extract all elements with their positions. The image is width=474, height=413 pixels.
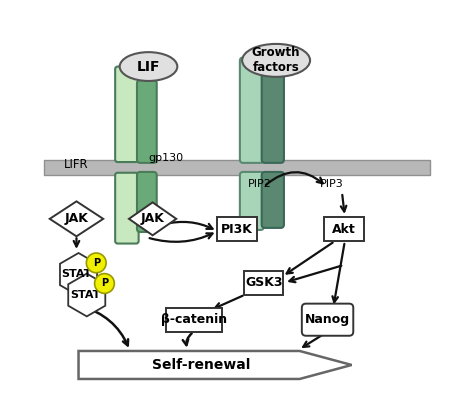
Text: STAT: STAT <box>70 290 100 300</box>
FancyBboxPatch shape <box>218 217 256 241</box>
Text: LIF: LIF <box>137 59 160 74</box>
Text: Growth
factors: Growth factors <box>252 46 301 74</box>
FancyBboxPatch shape <box>44 159 430 175</box>
Circle shape <box>95 273 114 293</box>
FancyBboxPatch shape <box>262 172 284 228</box>
Text: JAK: JAK <box>141 212 164 225</box>
Polygon shape <box>60 253 97 296</box>
FancyBboxPatch shape <box>137 172 157 232</box>
FancyBboxPatch shape <box>166 308 221 332</box>
Polygon shape <box>68 273 105 316</box>
Text: LIFR: LIFR <box>64 158 89 171</box>
FancyBboxPatch shape <box>244 271 283 294</box>
FancyBboxPatch shape <box>115 173 138 244</box>
FancyBboxPatch shape <box>240 57 264 163</box>
Text: STAT: STAT <box>62 269 92 280</box>
FancyArrow shape <box>79 351 352 379</box>
FancyBboxPatch shape <box>137 80 157 163</box>
Text: PI3K: PI3K <box>221 223 253 236</box>
Text: gp130: gp130 <box>148 153 183 163</box>
FancyBboxPatch shape <box>240 172 264 230</box>
Text: P: P <box>101 278 108 288</box>
Ellipse shape <box>242 44 310 77</box>
FancyBboxPatch shape <box>115 66 138 162</box>
Text: Akt: Akt <box>332 223 356 236</box>
Circle shape <box>86 253 106 273</box>
Text: Nanog: Nanog <box>305 313 350 326</box>
Polygon shape <box>50 202 103 236</box>
FancyBboxPatch shape <box>302 304 353 336</box>
Polygon shape <box>129 202 176 235</box>
Text: GSK3: GSK3 <box>245 276 283 289</box>
Text: β-catenin: β-catenin <box>161 313 227 326</box>
Text: JAK: JAK <box>64 212 89 225</box>
Text: PIP2: PIP2 <box>248 179 272 189</box>
FancyBboxPatch shape <box>325 217 364 241</box>
Text: Self-renewal: Self-renewal <box>152 358 251 372</box>
Ellipse shape <box>120 52 177 81</box>
Text: P: P <box>92 258 100 268</box>
Text: PIP3: PIP3 <box>320 179 344 189</box>
FancyBboxPatch shape <box>262 55 284 163</box>
